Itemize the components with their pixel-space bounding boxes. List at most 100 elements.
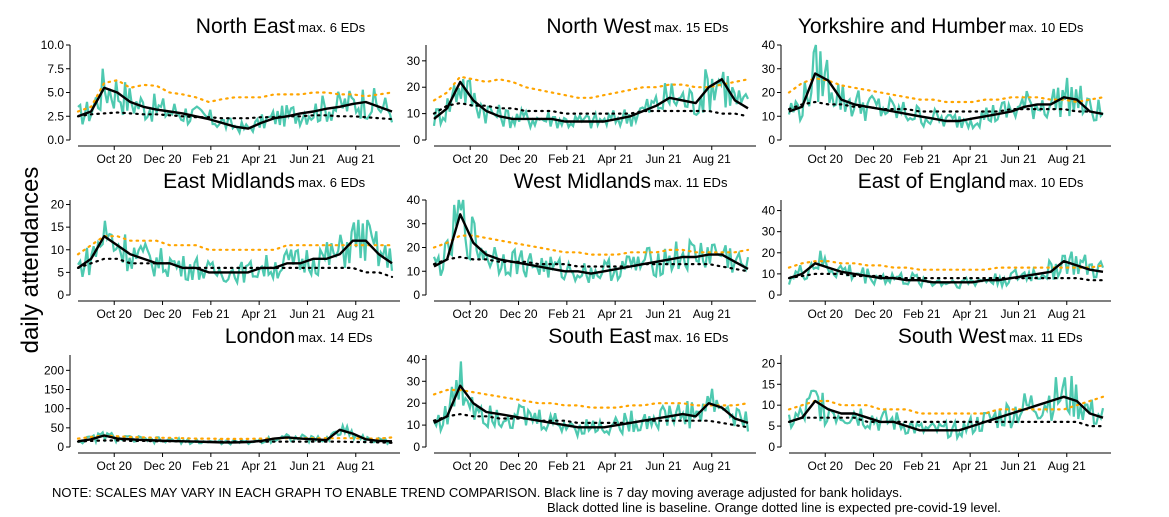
x-tick-label: Apr 21 — [241, 152, 277, 166]
x-tick-label: Feb 21 — [548, 152, 586, 166]
y-tick-label: 15 — [51, 220, 65, 234]
baseline-line — [432, 412, 750, 429]
moving-average-line — [433, 78, 749, 123]
y-tick-label: 0 — [413, 133, 420, 147]
y-tick-label: 200 — [44, 363, 64, 377]
x-tick-label: Dec 20 — [855, 152, 893, 166]
x-tick-label: Jun 21 — [645, 152, 681, 166]
y-tick-label: 20 — [51, 198, 65, 212]
y-tick-label: 10 — [51, 243, 65, 257]
panel-6: East of England max. 10 EDs 0 10 20 30 40 Oct 2… — [762, 170, 1111, 321]
y-tick-label: 10 — [407, 418, 421, 432]
x-tick-label: Apr 21 — [597, 152, 633, 166]
x-tick-label: Dec 20 — [144, 459, 182, 473]
moving-average-line — [433, 384, 749, 429]
y-tick-label: 30 — [407, 54, 421, 68]
y-tick-label: 10.0 — [41, 38, 65, 52]
y-tick-label: 5 — [768, 419, 775, 433]
expected-level-line — [787, 77, 1105, 104]
panel-7: London max. 14 EDs 0 50 100 150 200 Oct 20 Dec 2… — [44, 325, 400, 473]
y-tick-label: 5 — [57, 265, 64, 279]
panel-title: South West — [898, 325, 1006, 348]
raw-series-line — [77, 219, 394, 287]
moving-average-line — [788, 260, 1104, 284]
y-tick-label: 30 — [407, 217, 421, 231]
x-tick-label: Feb 21 — [548, 307, 586, 321]
expected-level-line — [787, 260, 1105, 271]
x-tick-label: Feb 21 — [192, 307, 230, 321]
y-tick-label: 40 — [407, 193, 421, 207]
moving-average-line — [77, 235, 393, 274]
moving-average-line — [433, 213, 749, 275]
x-tick-label: Feb 21 — [192, 152, 230, 166]
panel-subtitle: max. 6 EDs — [298, 175, 366, 190]
y-tick-label: 100 — [44, 402, 64, 416]
x-tick-label: Jun 21 — [289, 152, 325, 166]
y-tick-label: 30 — [762, 225, 776, 239]
baseline-line — [76, 257, 394, 278]
panel-subtitle: max. 11 EDs — [1009, 330, 1083, 345]
x-tick-label: Aug 21 — [1048, 152, 1086, 166]
expected-level-line — [432, 75, 750, 102]
x-tick-label: Dec 20 — [500, 152, 538, 166]
y-tick-label: 0 — [413, 288, 420, 302]
y-tick-label: 2.5 — [47, 109, 64, 123]
baseline-line — [787, 100, 1105, 115]
y-tick-label: 10 — [762, 109, 776, 123]
expected-level-line — [76, 434, 394, 440]
x-tick-label: Oct 20 — [453, 307, 489, 321]
x-tick-label: Oct 20 — [97, 307, 133, 321]
panel-2: North West max. 15 EDs 0 10 20 30 Oct 20 Dec 20… — [407, 15, 756, 166]
y-tick-label: 20 — [407, 80, 421, 94]
expected-level-line — [787, 395, 1105, 415]
x-tick-label: Jun 21 — [645, 459, 681, 473]
y-tick-label: 7.5 — [47, 62, 64, 76]
panel-4: East Midlands max. 6 EDs 0 5 10 15 20 Oct 20 Dec… — [51, 170, 400, 321]
panel-title: East of England — [858, 170, 1006, 193]
x-tick-label: Apr 21 — [241, 459, 277, 473]
x-tick-label: Aug 21 — [1048, 459, 1086, 473]
moving-average-line — [77, 428, 393, 444]
y-tick-label: 20 — [762, 86, 776, 100]
y-tick-label: 10 — [762, 398, 776, 412]
x-tick-label: Dec 20 — [855, 459, 893, 473]
expected-level-line — [432, 234, 750, 256]
y-tick-label: 30 — [762, 62, 776, 76]
y-tick-label: 40 — [407, 352, 421, 366]
panel-subtitle: max. 10 EDs — [1009, 175, 1084, 190]
baseline-line — [787, 416, 1105, 428]
panel-subtitle: max. 14 EDs — [298, 330, 373, 345]
x-tick-label: Oct 20 — [453, 152, 489, 166]
y-tick-label: 20 — [407, 241, 421, 255]
x-tick-label: Aug 21 — [693, 152, 731, 166]
x-tick-label: Oct 20 — [808, 152, 844, 166]
baseline-line — [787, 272, 1105, 282]
note-line-2: Black dotted line is baseline. Orange do… — [547, 500, 1001, 515]
x-tick-label: Apr 21 — [952, 152, 988, 166]
y-tick-label: 40 — [762, 38, 776, 52]
y-tick-label: 10 — [407, 264, 421, 278]
panel-subtitle: max. 10 EDs — [1009, 20, 1084, 35]
x-tick-label: Oct 20 — [808, 307, 844, 321]
y-tick-label: 40 — [762, 204, 776, 218]
y-tick-label: 20 — [762, 356, 776, 370]
x-tick-label: Aug 21 — [1048, 307, 1086, 321]
y-tick-label: 0 — [57, 440, 64, 454]
x-tick-label: Feb 21 — [903, 152, 941, 166]
raw-series-line — [432, 69, 749, 131]
x-tick-label: Jun 21 — [1000, 307, 1036, 321]
y-axis-label: daily attendances — [17, 167, 44, 354]
x-tick-label: Apr 21 — [952, 307, 988, 321]
x-tick-label: Apr 21 — [952, 459, 988, 473]
x-tick-label: Feb 21 — [548, 459, 586, 473]
y-tick-label: 0 — [768, 288, 775, 302]
y-tick-label: 50 — [51, 421, 65, 435]
moving-average-line — [788, 72, 1104, 123]
y-tick-label: 5.0 — [47, 86, 64, 100]
x-tick-label: Dec 20 — [500, 307, 538, 321]
panel-title: Yorkshire and Humber — [798, 15, 1006, 38]
x-tick-label: Aug 21 — [337, 459, 375, 473]
x-tick-label: Dec 20 — [855, 307, 893, 321]
expected-level-line — [432, 388, 750, 409]
